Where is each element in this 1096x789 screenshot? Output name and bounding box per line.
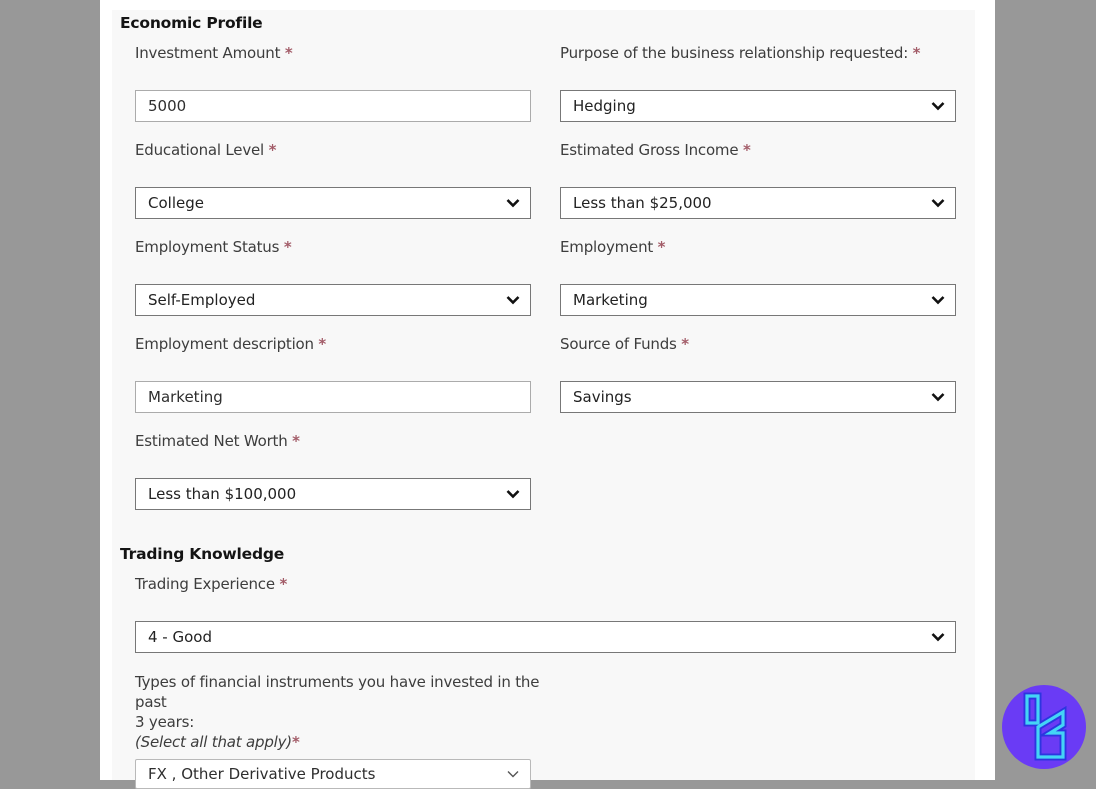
required-asterisk: * [279,575,288,593]
required-asterisk: * [912,44,921,62]
brand-logo-icon [1023,692,1067,761]
employment-select[interactable]: Marketing [560,284,956,316]
required-asterisk: * [742,141,751,159]
required-asterisk: * [292,432,300,450]
field-source-of-funds: Source of Funds * Savings [560,335,956,413]
employment-status-select[interactable]: Self-Employed [135,284,531,316]
field-label: Estimated Gross Income * [560,141,751,159]
brand-logo[interactable] [1002,685,1086,769]
estimated-net-worth-select[interactable]: Less than $100,000 [135,478,531,510]
field-investment-amount: Investment Amount * [135,44,531,122]
trading-experience-select[interactable]: 4 - Good [135,621,956,653]
instruments-multiselect[interactable]: FX , Other Derivative Products [135,759,531,789]
form-panel: Economic Profile Investment Amount * Pur… [112,10,975,789]
field-label: Employment Status * [135,238,292,256]
chevron-down-icon [507,770,519,778]
educational-level-select[interactable]: College [135,187,531,219]
required-asterisk: * [268,141,277,159]
required-asterisk: * [318,335,327,353]
required-asterisk: * [284,44,293,62]
investment-amount-input[interactable] [135,90,531,122]
field-estimated-gross-income: Estimated Gross Income * Less than $25,0… [560,141,956,219]
field-employment-description: Employment description * [135,335,531,413]
field-label: Estimated Net Worth * [135,432,300,450]
required-asterisk: * [681,335,689,353]
required-asterisk: * [657,238,666,256]
section-title-economic-profile: Economic Profile [120,14,263,32]
field-label: Employment * [560,238,666,256]
required-asterisk: * [291,733,300,751]
required-asterisk: * [283,238,292,256]
form-page: Economic Profile Investment Amount * Pur… [100,0,995,789]
estimated-gross-income-select[interactable]: Less than $25,000 [560,187,956,219]
field-label: Trading Experience * [135,575,288,593]
source-of-funds-select[interactable]: Savings [560,381,956,413]
field-label: Investment Amount * [135,44,293,62]
field-label: Employment description * [135,335,327,353]
field-label: Purpose of the business relationship req… [560,44,921,62]
empty-cell [560,432,956,510]
field-educational-level: Educational Level * College [135,141,531,219]
field-employment: Employment * Marketing [560,238,956,316]
field-label: Source of Funds * [560,335,689,353]
instruments-label: Types of financial instruments you have … [135,673,540,751]
field-purpose: Purpose of the business relationship req… [560,44,956,122]
field-employment-status: Employment Status * Self-Employed [135,238,531,316]
purpose-select[interactable]: Hedging [560,90,956,122]
field-estimated-net-worth: Estimated Net Worth * Less than $100,000 [135,432,531,510]
employment-description-input[interactable] [135,381,531,413]
field-label: Educational Level * [135,141,277,159]
section-title-trading-knowledge: Trading Knowledge [120,545,285,563]
